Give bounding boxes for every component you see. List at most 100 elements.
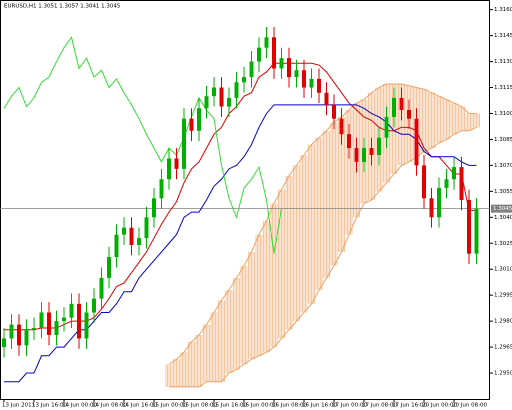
- x-tick-label: 20 Jun 00:00: [422, 403, 457, 409]
- candle-body: [384, 116, 389, 138]
- candle-body: [129, 227, 134, 245]
- candle-body: [47, 312, 51, 335]
- candle-body: [9, 324, 14, 339]
- x-tick-label: 14 Jun 16:00: [122, 403, 157, 409]
- candle-body: [452, 167, 456, 180]
- y-tick-label: 1.3040: [494, 215, 512, 221]
- x-tick-label: 16 Jun 00:00: [242, 403, 277, 409]
- y-tick-label: 1.2980: [494, 319, 512, 325]
- x-tick-label: 20 Jun 08:00: [452, 403, 487, 409]
- candle-body: [459, 167, 464, 200]
- candle-body: [227, 97, 231, 107]
- candle-body: [302, 70, 306, 88]
- candle-body: [2, 338, 6, 348]
- candle-body: [467, 200, 471, 254]
- candle-body: [167, 158, 171, 180]
- candle-body: [324, 92, 329, 105]
- candle-body: [197, 108, 201, 131]
- candle-body: [407, 110, 411, 119]
- candle-body: [362, 148, 366, 162]
- candle-body: [422, 165, 426, 199]
- y-tick-label: 1.3145: [494, 33, 512, 39]
- y-tick-label: 1.3070: [494, 163, 512, 169]
- candle-body: [17, 324, 21, 346]
- candle-body: [54, 321, 59, 335]
- y-tick-label: 1.3025: [494, 241, 512, 247]
- x-tick-label: 15 Jun 00:00: [152, 403, 187, 409]
- candle-body: [272, 37, 276, 69]
- candle-body: [77, 303, 81, 339]
- y-tick-label: 1.3115: [494, 85, 512, 91]
- candle-body: [294, 70, 299, 78]
- plot-frame: [0, 0, 490, 400]
- y-tick-label: 1.3055: [494, 189, 512, 195]
- candle-body: [107, 257, 111, 278]
- y-tick-label: 1.2995: [494, 293, 512, 299]
- price-tag: [491, 204, 512, 213]
- candle-body: [369, 148, 374, 156]
- y-tick-label: 1.2950: [494, 371, 512, 377]
- candle-body: [332, 104, 336, 119]
- candle-body: [437, 187, 441, 218]
- candle-body: [399, 97, 404, 111]
- candle-body: [287, 58, 291, 78]
- y-tick-label: 1.3160: [494, 7, 512, 13]
- y-tick-label: 1.3130: [494, 59, 512, 65]
- x-tick-label: 16 Jun 08:00: [272, 403, 307, 409]
- indicator-line: [3, 36, 282, 254]
- candle-body: [62, 317, 66, 322]
- x-tick-label: 17 Jun 00:00: [332, 403, 367, 409]
- y-tick-label: 1.3100: [494, 111, 512, 117]
- candle-body: [32, 328, 36, 330]
- x-tick-label: 14 Jun 00:00: [62, 403, 97, 409]
- candle-body: [347, 134, 351, 149]
- span-b: [169, 126, 477, 388]
- y-tick-label: 1.3010: [494, 267, 512, 273]
- candle-body: [212, 87, 216, 97]
- x-tick-label: 16 Jun 16:00: [302, 403, 337, 409]
- x-tick-label: 17 Jun 16:00: [392, 403, 427, 409]
- candle-body: [144, 217, 149, 239]
- span-a: [168, 83, 477, 365]
- indicator-line: [4, 104, 477, 383]
- candle-body: [474, 208, 479, 254]
- candle-body: [204, 96, 209, 109]
- candle-body: [429, 198, 434, 218]
- x-tick-label: 15 Jun 08:00: [182, 403, 217, 409]
- candle-body: [137, 238, 141, 245]
- candle-body: [69, 303, 74, 318]
- candle-body: [309, 78, 314, 88]
- candle-body: [219, 87, 224, 107]
- x-tick-label: 13 Jun 16:00: [32, 403, 67, 409]
- candle-body: [99, 277, 104, 299]
- candle-body: [249, 61, 254, 78]
- candle-body: [114, 234, 119, 258]
- candle-body: [92, 298, 96, 313]
- candle-body: [339, 118, 344, 135]
- x-tick-label: 13 Jun 2011: [2, 403, 35, 409]
- candle-body: [152, 198, 156, 218]
- candle-body: [444, 179, 449, 188]
- candle-body: [84, 312, 89, 339]
- candle-body: [174, 158, 179, 169]
- candle-body: [182, 118, 186, 169]
- candle-body: [242, 77, 246, 83]
- candle-body: [377, 137, 381, 156]
- candle-body: [39, 312, 44, 329]
- candle-body: [122, 227, 126, 235]
- candle-body: [264, 37, 269, 48]
- indicator-line: [4, 62, 477, 331]
- candle-body: [159, 179, 164, 199]
- candle-body: [317, 78, 321, 93]
- y-tick-label: 1.2965: [494, 345, 512, 351]
- candle-body: [24, 329, 29, 346]
- x-tick-label: 15 Jun 16:00: [212, 403, 247, 409]
- price-tag-label: 1.3045: [493, 206, 512, 212]
- candle-body: [392, 97, 396, 117]
- candle-body: [189, 118, 194, 131]
- candle-body: [257, 47, 261, 62]
- chart-title: EURUSD,H1 1.3051 1.3057 1.3041 1.3045: [4, 4, 121, 10]
- candle-body: [279, 58, 284, 69]
- candle-body: [354, 148, 359, 162]
